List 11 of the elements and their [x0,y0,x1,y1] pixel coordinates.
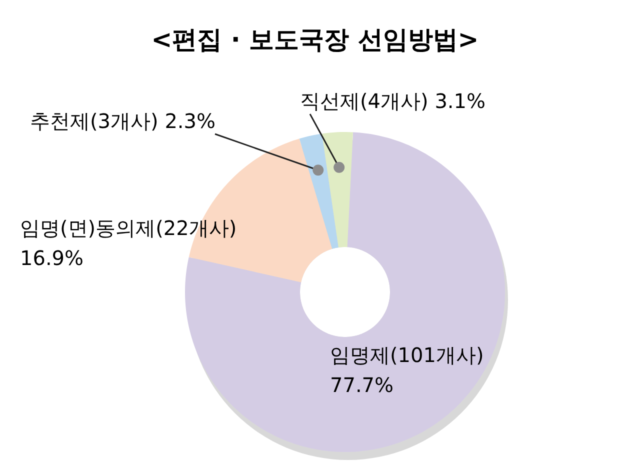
slice-label: 추천제(3개사) [30,109,158,133]
donut-slice [322,132,353,248]
slice-label: 직선제(4개사) [300,89,428,113]
chart-title: <편집 · 보도국장 선임방법> [151,25,479,54]
donut-slice [299,134,339,249]
data-label: 16.9% [20,246,84,270]
data-label: 2.3% [164,109,216,133]
slice-label: 임명제(101개사) [330,343,484,367]
data-label: 3.1% [434,89,486,113]
slice-label: 임명(면)동의제(22개사) [20,216,237,240]
data-label: 77.7% [330,373,394,397]
